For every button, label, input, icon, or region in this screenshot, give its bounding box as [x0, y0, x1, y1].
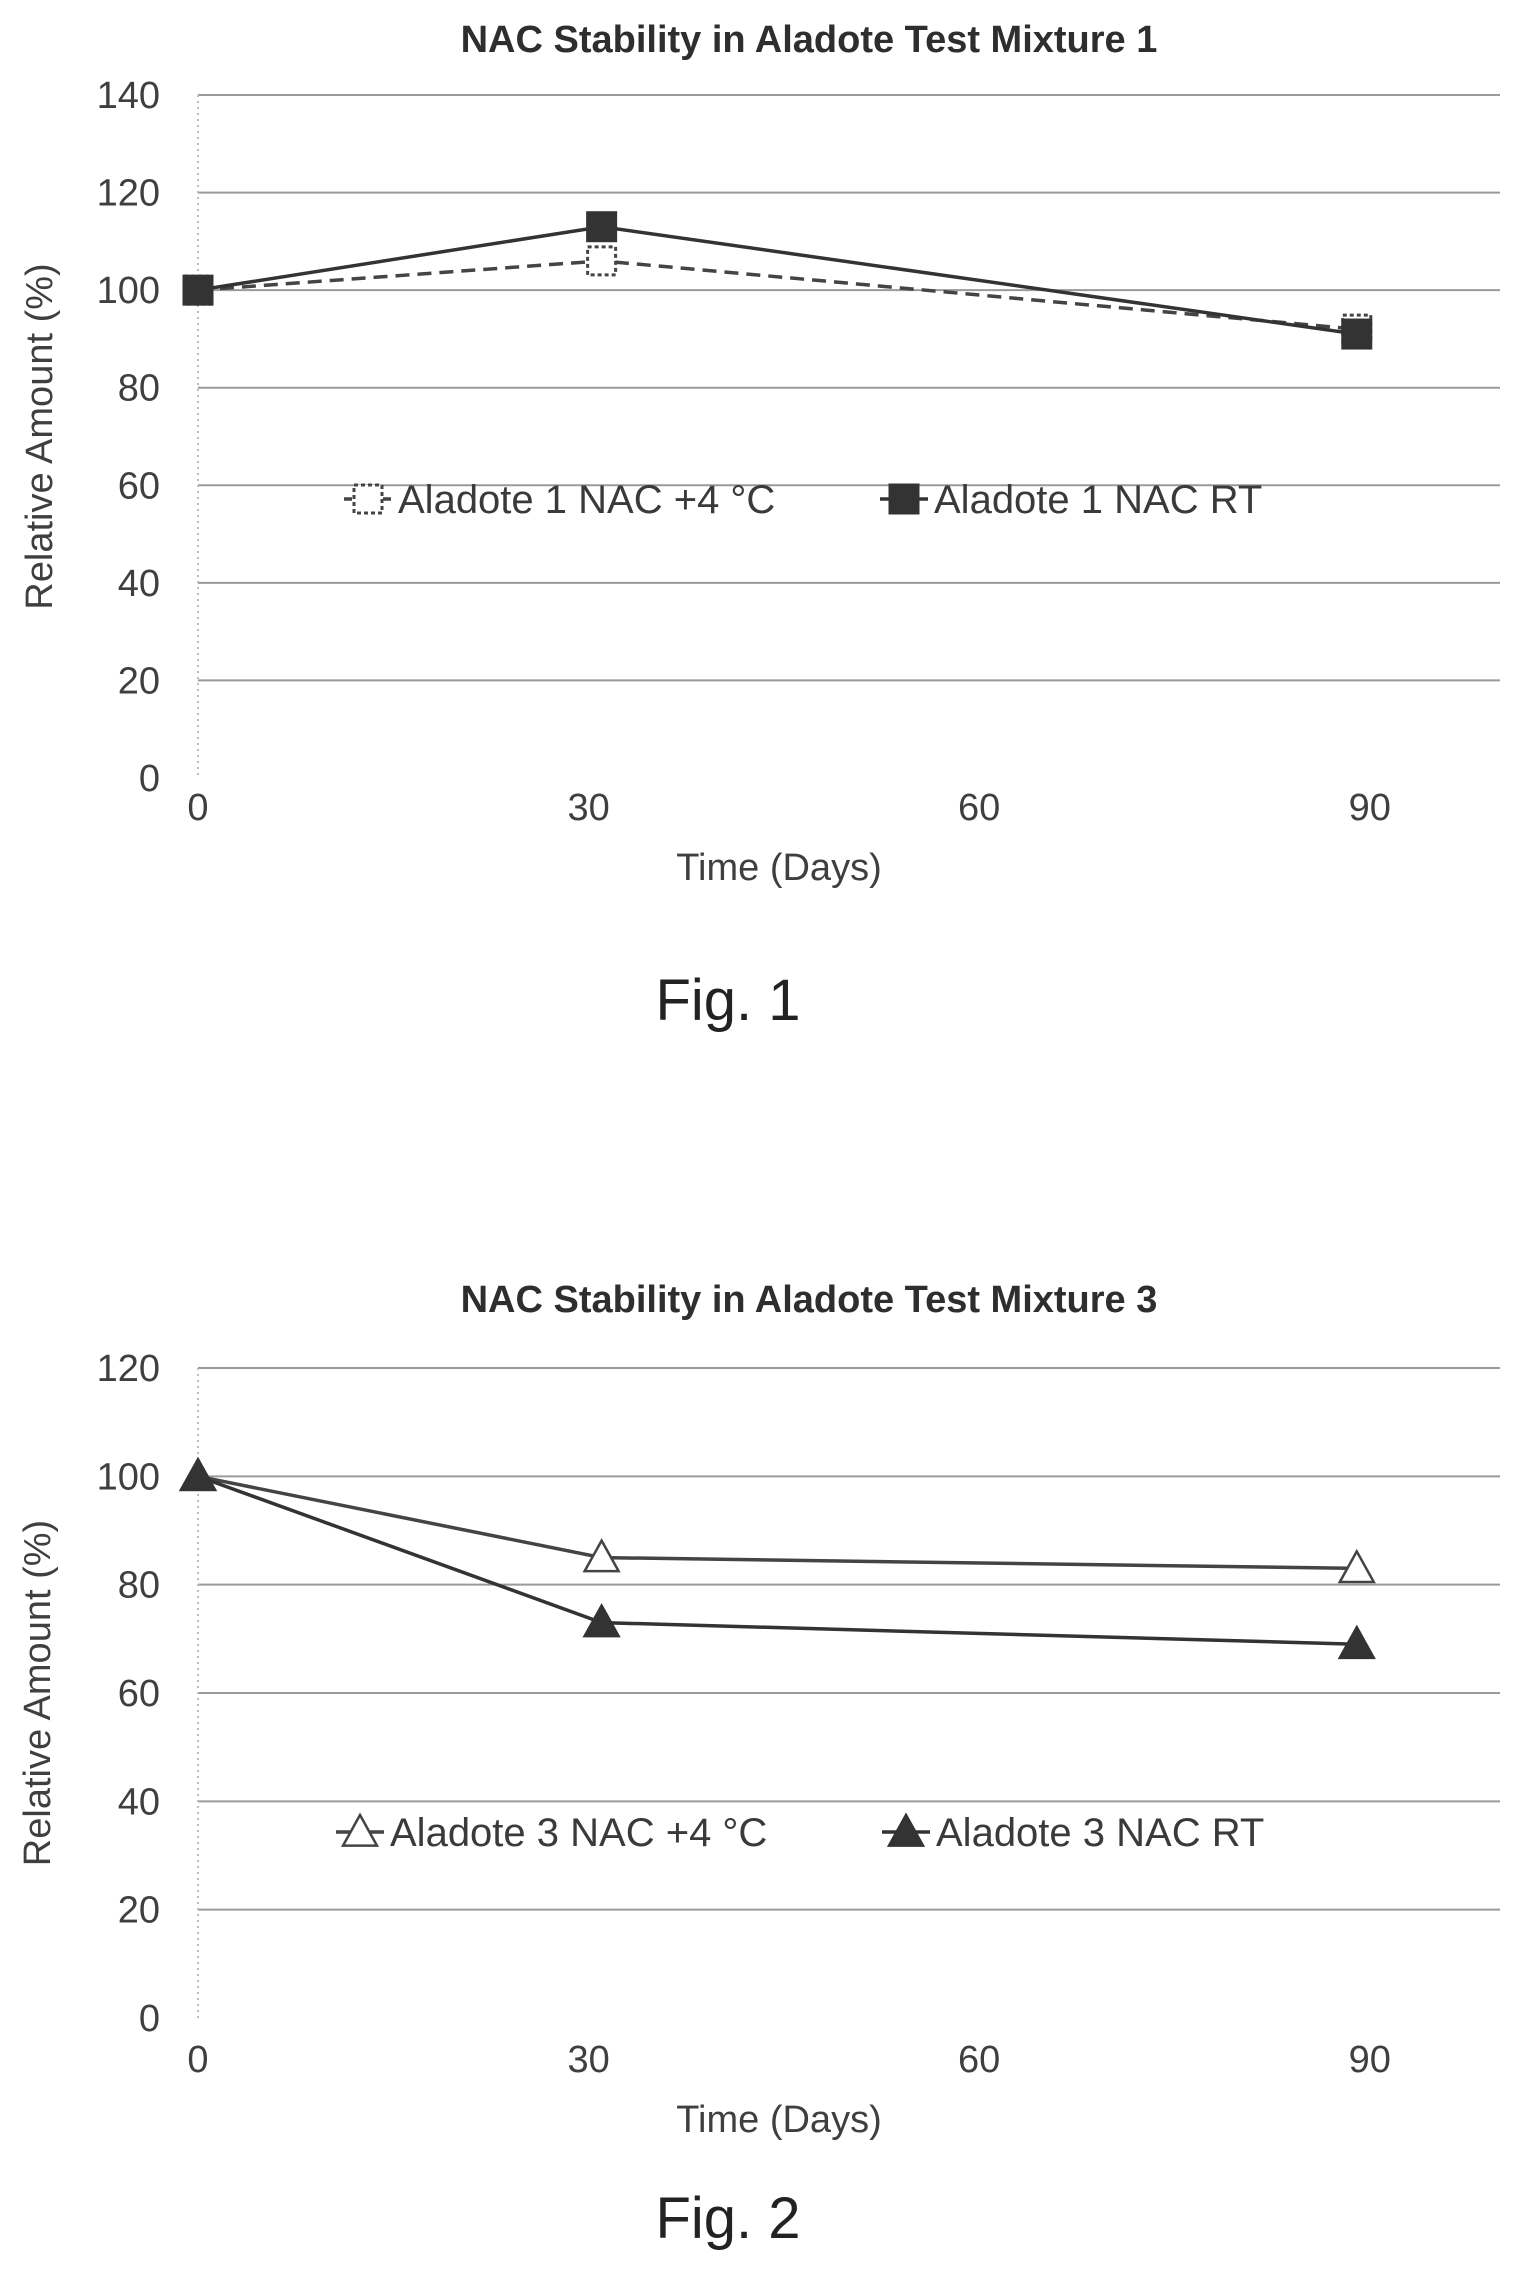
x-tick-label: 0: [187, 2039, 208, 2081]
x-tick-label: 90: [1349, 2039, 1391, 2081]
series-2: [182, 211, 1373, 350]
y-tick-label: 60: [118, 465, 160, 507]
y-tick-label: 40: [118, 563, 160, 605]
data-point: [1337, 1624, 1376, 1660]
series-line: [197, 224, 1358, 336]
legend-label: Aladote 3 NAC +4 °C: [390, 1811, 767, 1855]
chart-1: NAC Stability in Aladote Test Mixture 1 0…: [19, 19, 1500, 1033]
y-tick-label: 20: [118, 1890, 160, 1932]
legend-marker: [888, 483, 920, 515]
figure-label: Fig. 1: [655, 968, 800, 1033]
y-tick-label: 100: [97, 1456, 160, 1498]
y-tick-label: 120: [97, 173, 160, 215]
y-tick-label: 140: [97, 75, 160, 117]
legend-marker: [886, 1812, 926, 1847]
series-1: [182, 245, 1373, 345]
y-tick-label: 40: [118, 1781, 160, 1823]
y-tick-label: 80: [118, 368, 160, 410]
y-tick-label: 120: [97, 1348, 160, 1390]
data-point: [586, 211, 618, 243]
legend-label: Aladote 1 NAC +4 °C: [398, 478, 775, 522]
series-line: [197, 1474, 1357, 1571]
x-tick-label: 60: [958, 787, 1000, 829]
data-point: [582, 1538, 621, 1573]
x-tick-label: 90: [1349, 787, 1391, 829]
data-point: [182, 274, 214, 306]
y-tick-label: 60: [118, 1673, 160, 1715]
legend: Aladote 1 NAC +4 °C Aladote 1 NAC RT: [344, 478, 1262, 522]
y-tick-label: 0: [139, 1998, 160, 2040]
y-tick-label: 0: [139, 758, 160, 800]
x-axis-label: Time (Days): [676, 2099, 881, 2141]
data-point: [582, 1603, 621, 1638]
y-tick-label: 80: [118, 1565, 160, 1607]
figure-label: Fig. 2: [655, 2186, 800, 2251]
legend-marker: [352, 483, 384, 515]
y-axis-label: Relative Amount (%): [19, 263, 61, 609]
data-point: [586, 245, 618, 277]
chart-title: NAC Stability in Aladote Test Mixture 1: [461, 19, 1158, 61]
series-line: [197, 259, 1357, 331]
chart-2: NAC Stability in Aladote Test Mixture 3 0…: [17, 1279, 1500, 2251]
legend: Aladote 3 NAC +4 °C Aladote 3 NAC RT: [336, 1811, 1264, 1855]
y-axis-label: Relative Amount (%): [17, 1520, 59, 1866]
x-tick-label: 30: [567, 787, 609, 829]
legend-marker: [340, 1812, 380, 1847]
data-point: [178, 1456, 218, 1492]
legend-label: Aladote 3 NAC RT: [936, 1811, 1264, 1855]
series-2: [178, 1456, 1376, 1660]
y-tick-label: 100: [97, 270, 160, 312]
x-tick-label: 0: [187, 787, 208, 829]
legend-label: Aladote 1 NAC RT: [934, 478, 1262, 522]
y-tick-label: 20: [118, 660, 160, 702]
chart-title: NAC Stability in Aladote Test Mixture 3: [461, 1279, 1158, 1321]
data-point: [1341, 318, 1373, 350]
data-point: [1337, 1548, 1376, 1584]
x-tick-label: 30: [567, 2039, 609, 2081]
x-axis-label: Time (Days): [676, 847, 881, 889]
x-tick-label: 60: [958, 2039, 1000, 2081]
series-1: [178, 1456, 1376, 1584]
